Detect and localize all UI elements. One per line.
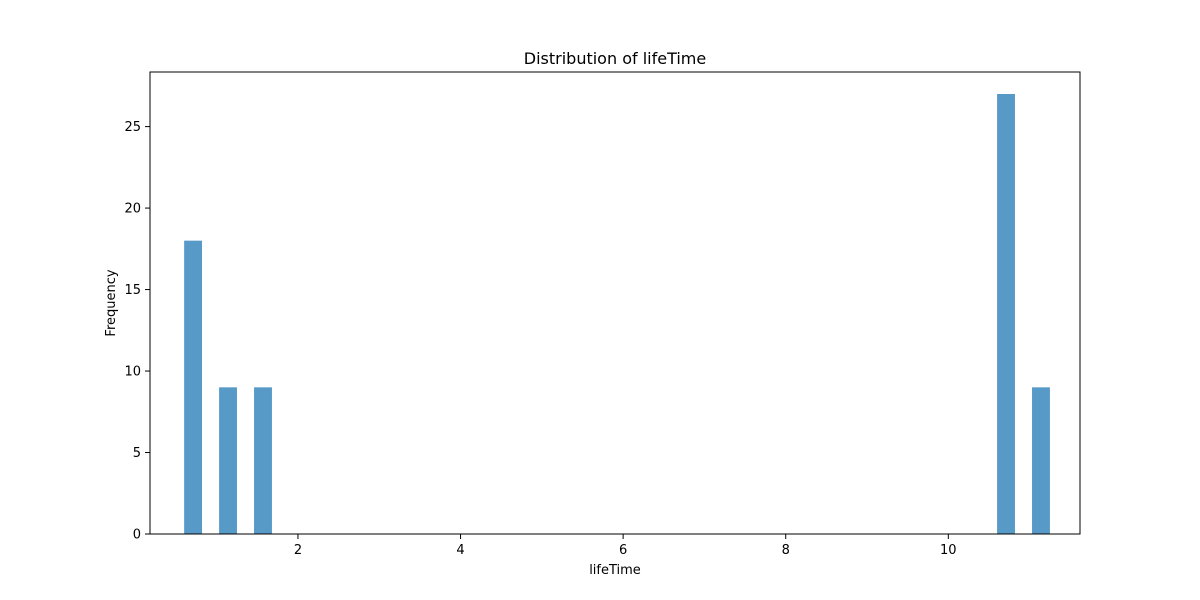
bars-layer (184, 94, 1050, 534)
y-tick-label: 10 (124, 365, 141, 380)
histogram-bar (219, 387, 237, 534)
y-tick-label: 0 (133, 528, 141, 543)
y-tick-label: 5 (133, 446, 141, 461)
x-axis-ticks: 2 4 6 8 10 (294, 534, 957, 558)
x-axis-title: lifeTime (589, 563, 641, 578)
x-tick-label: 8 (782, 543, 790, 558)
histogram-bar (184, 240, 203, 534)
y-axis-title: Frequency (104, 269, 119, 336)
y-tick-label: 20 (124, 202, 141, 217)
x-tick-label: 4 (456, 543, 464, 558)
axes-layer (149, 71, 1081, 535)
y-tick-label: 25 (124, 120, 141, 135)
histogram-bar (254, 387, 272, 534)
x-tick-label: 6 (619, 543, 627, 558)
y-tick-label: 15 (124, 283, 141, 298)
histogram-bar (997, 94, 1015, 534)
x-tick-label: 10 (940, 543, 957, 558)
histogram-bar (1032, 387, 1050, 534)
plot-frame (149, 71, 1081, 535)
y-axis-ticks: 0 5 10 15 20 25 (124, 120, 150, 543)
x-tick-label: 2 (294, 543, 302, 558)
chart-title: Distribution of lifeTime (524, 49, 706, 68)
